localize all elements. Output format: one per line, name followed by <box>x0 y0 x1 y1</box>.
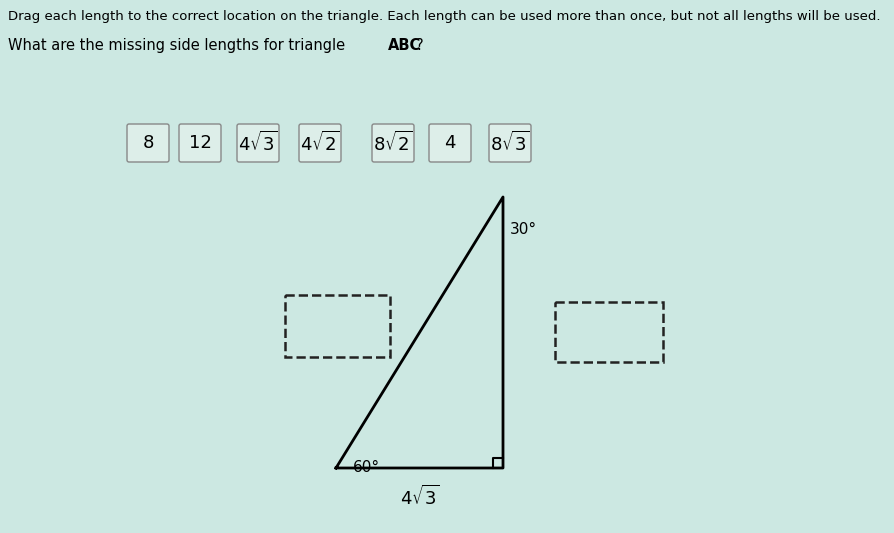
Text: 30°: 30° <box>510 222 537 237</box>
Text: 8: 8 <box>142 134 154 152</box>
FancyBboxPatch shape <box>372 124 414 162</box>
Text: ?: ? <box>416 38 424 53</box>
FancyBboxPatch shape <box>237 124 279 162</box>
Text: 4: 4 <box>444 134 456 152</box>
Text: $4\sqrt{3}$: $4\sqrt{3}$ <box>238 131 278 155</box>
Text: $4\sqrt{3}$: $4\sqrt{3}$ <box>401 485 440 509</box>
Bar <box>285 295 390 357</box>
FancyBboxPatch shape <box>179 124 221 162</box>
FancyBboxPatch shape <box>489 124 531 162</box>
Text: $8\sqrt{3}$: $8\sqrt{3}$ <box>490 131 530 155</box>
Text: Drag each length to the correct location on the triangle. Each length can be use: Drag each length to the correct location… <box>8 10 881 23</box>
Bar <box>555 302 663 362</box>
Text: $4\sqrt{2}$: $4\sqrt{2}$ <box>300 131 340 155</box>
Text: 60°: 60° <box>353 460 380 475</box>
Text: What are the missing side lengths for triangle: What are the missing side lengths for tr… <box>8 38 350 53</box>
Text: ABC: ABC <box>388 38 421 53</box>
Text: $8\sqrt{2}$: $8\sqrt{2}$ <box>373 131 413 155</box>
FancyBboxPatch shape <box>127 124 169 162</box>
FancyBboxPatch shape <box>429 124 471 162</box>
FancyBboxPatch shape <box>299 124 341 162</box>
Text: 12: 12 <box>189 134 212 152</box>
